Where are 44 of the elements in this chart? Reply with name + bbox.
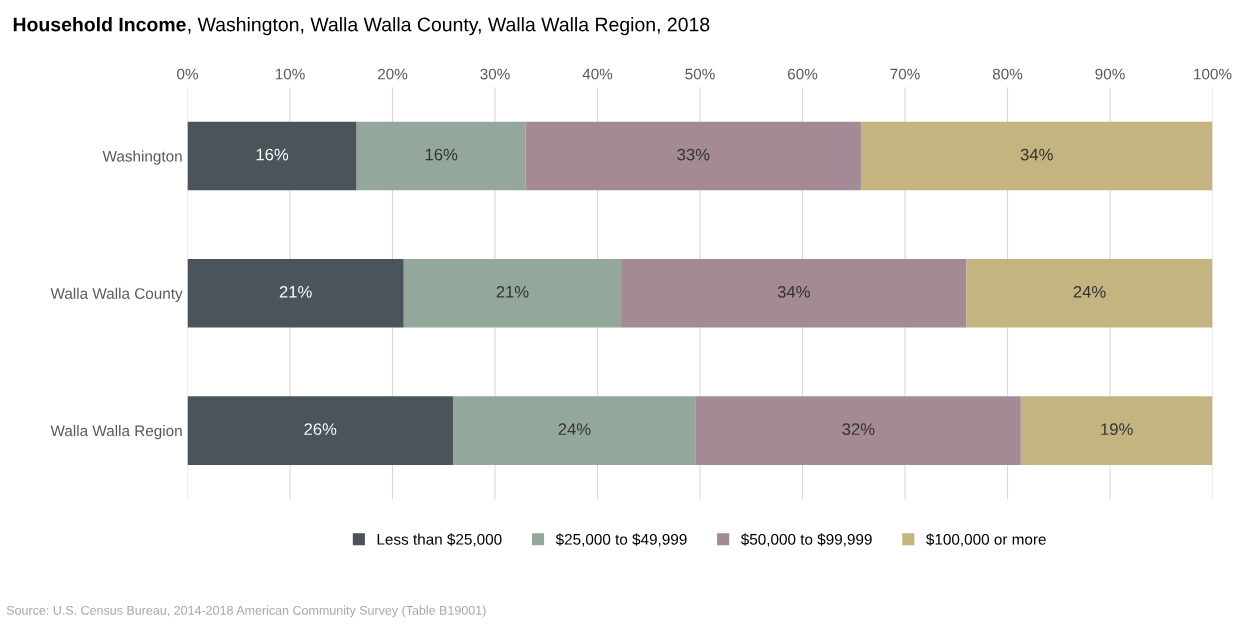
data-label: 26% bbox=[304, 423, 337, 436]
data-label: 19% bbox=[1101, 423, 1133, 436]
bar bbox=[187, 121, 357, 191]
data-label: 34% bbox=[777, 285, 810, 298]
chart-title: Household Income, Washington, Walla Walla County, Walla Walla Region, 2018 bbox=[13, 17, 710, 36]
x-tick-label: 30% bbox=[480, 68, 510, 80]
x-tick-label: 70% bbox=[890, 68, 920, 80]
data-label: 24% bbox=[1073, 285, 1106, 298]
bar bbox=[621, 258, 967, 328]
y-tick-label: Washington bbox=[102, 150, 182, 165]
data-label: 32% bbox=[842, 423, 875, 436]
data-label: 21% bbox=[279, 285, 312, 298]
bar bbox=[452, 396, 696, 465]
bar bbox=[695, 396, 1021, 465]
bar bbox=[356, 121, 526, 191]
data-label: 21% bbox=[496, 285, 529, 298]
data-label: 33% bbox=[677, 148, 710, 161]
source-note: Source: U.S. Census Bureau, 2014-2018 American Community Survey (Table B19001) bbox=[6, 605, 486, 618]
legend-label: $50,000 to $99,999 bbox=[740, 533, 872, 547]
data-label: 16% bbox=[256, 148, 289, 161]
x-tick-label: 40% bbox=[582, 68, 613, 80]
x-tick-label: 10% bbox=[275, 68, 305, 80]
x-tick-label: 50% bbox=[685, 68, 715, 80]
bar bbox=[1020, 396, 1213, 465]
x-tick-label: 100% bbox=[1194, 68, 1232, 80]
bar bbox=[403, 258, 622, 328]
data-label: 16% bbox=[425, 148, 458, 161]
bar bbox=[187, 396, 453, 465]
bar bbox=[525, 121, 861, 191]
y-tick-label: Walla Walla County bbox=[50, 287, 183, 302]
legend-label: Less than $25,000 bbox=[377, 533, 502, 547]
x-tick-label: 80% bbox=[992, 68, 1023, 80]
legend-label: $25,000 to $49,999 bbox=[555, 533, 687, 547]
bar bbox=[187, 258, 404, 328]
x-tick-label: 60% bbox=[787, 68, 818, 80]
legend-label: $100,000 or more bbox=[926, 533, 1046, 547]
x-tick-label: 0% bbox=[177, 68, 198, 80]
data-label: 24% bbox=[558, 423, 591, 435]
bar bbox=[860, 121, 1213, 191]
data-label: 34% bbox=[1020, 148, 1053, 161]
x-tick-label: 20% bbox=[377, 68, 408, 80]
bar bbox=[966, 258, 1213, 328]
x-tick-label: 90% bbox=[1095, 68, 1125, 80]
y-tick-label: Walla Walla Region bbox=[50, 425, 182, 440]
